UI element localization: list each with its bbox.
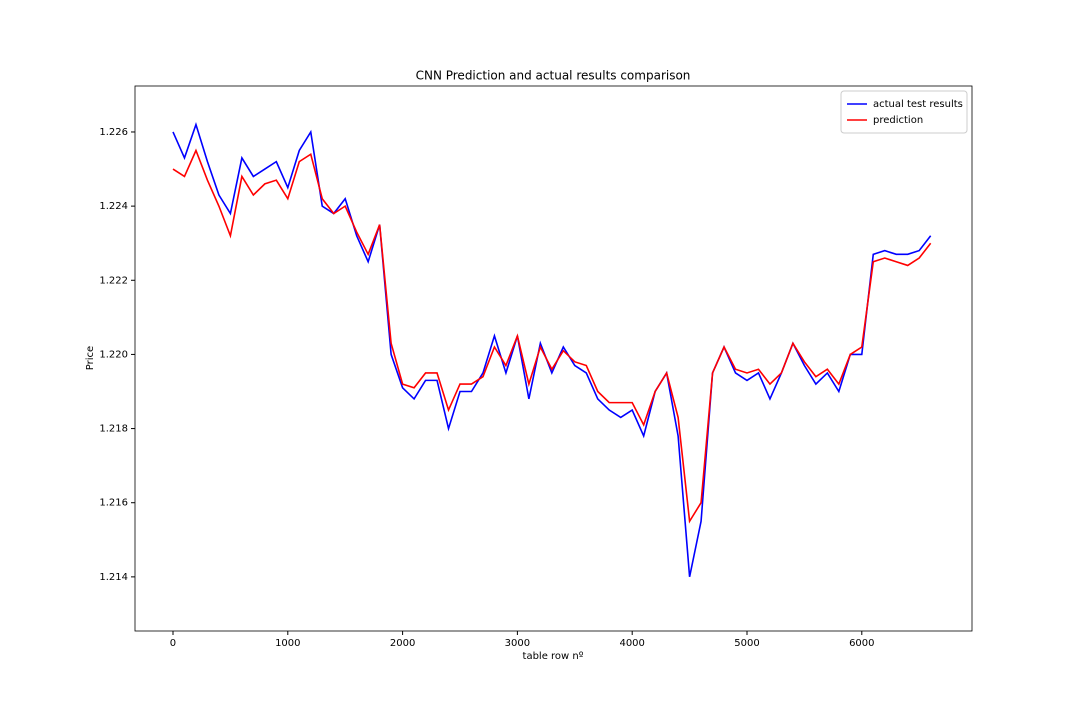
y-tick-label: 1.214	[99, 572, 128, 583]
x-tick-label: 6000	[849, 638, 874, 649]
y-tick-label: 1.222	[99, 275, 128, 286]
y-tick-label: 1.224	[99, 201, 128, 212]
legend-label: prediction	[873, 115, 923, 126]
y-tick-label: 1.218	[99, 424, 128, 435]
x-tick-label: 1000	[275, 638, 300, 649]
plot-frame	[134, 85, 973, 632]
x-tick-label: 5000	[734, 638, 759, 649]
y-tick-label: 1.216	[99, 498, 128, 509]
y-tick-label: 1.226	[99, 127, 128, 138]
y-axis-label: Price	[85, 346, 96, 370]
x-tick-label: 0	[170, 638, 176, 649]
x-tick-label: 2000	[390, 638, 415, 649]
legend-label: actual test results	[873, 99, 963, 110]
chart-title: CNN Prediction and actual results compar…	[416, 69, 691, 83]
x-tick-label: 4000	[619, 638, 644, 649]
x-tick-label: 3000	[505, 638, 530, 649]
legend-box	[840, 90, 968, 134]
series-line	[172, 121, 932, 578]
series-line	[172, 148, 932, 524]
y-tick-label: 1.220	[99, 349, 128, 360]
x-axis-label: table row nº	[523, 651, 584, 662]
